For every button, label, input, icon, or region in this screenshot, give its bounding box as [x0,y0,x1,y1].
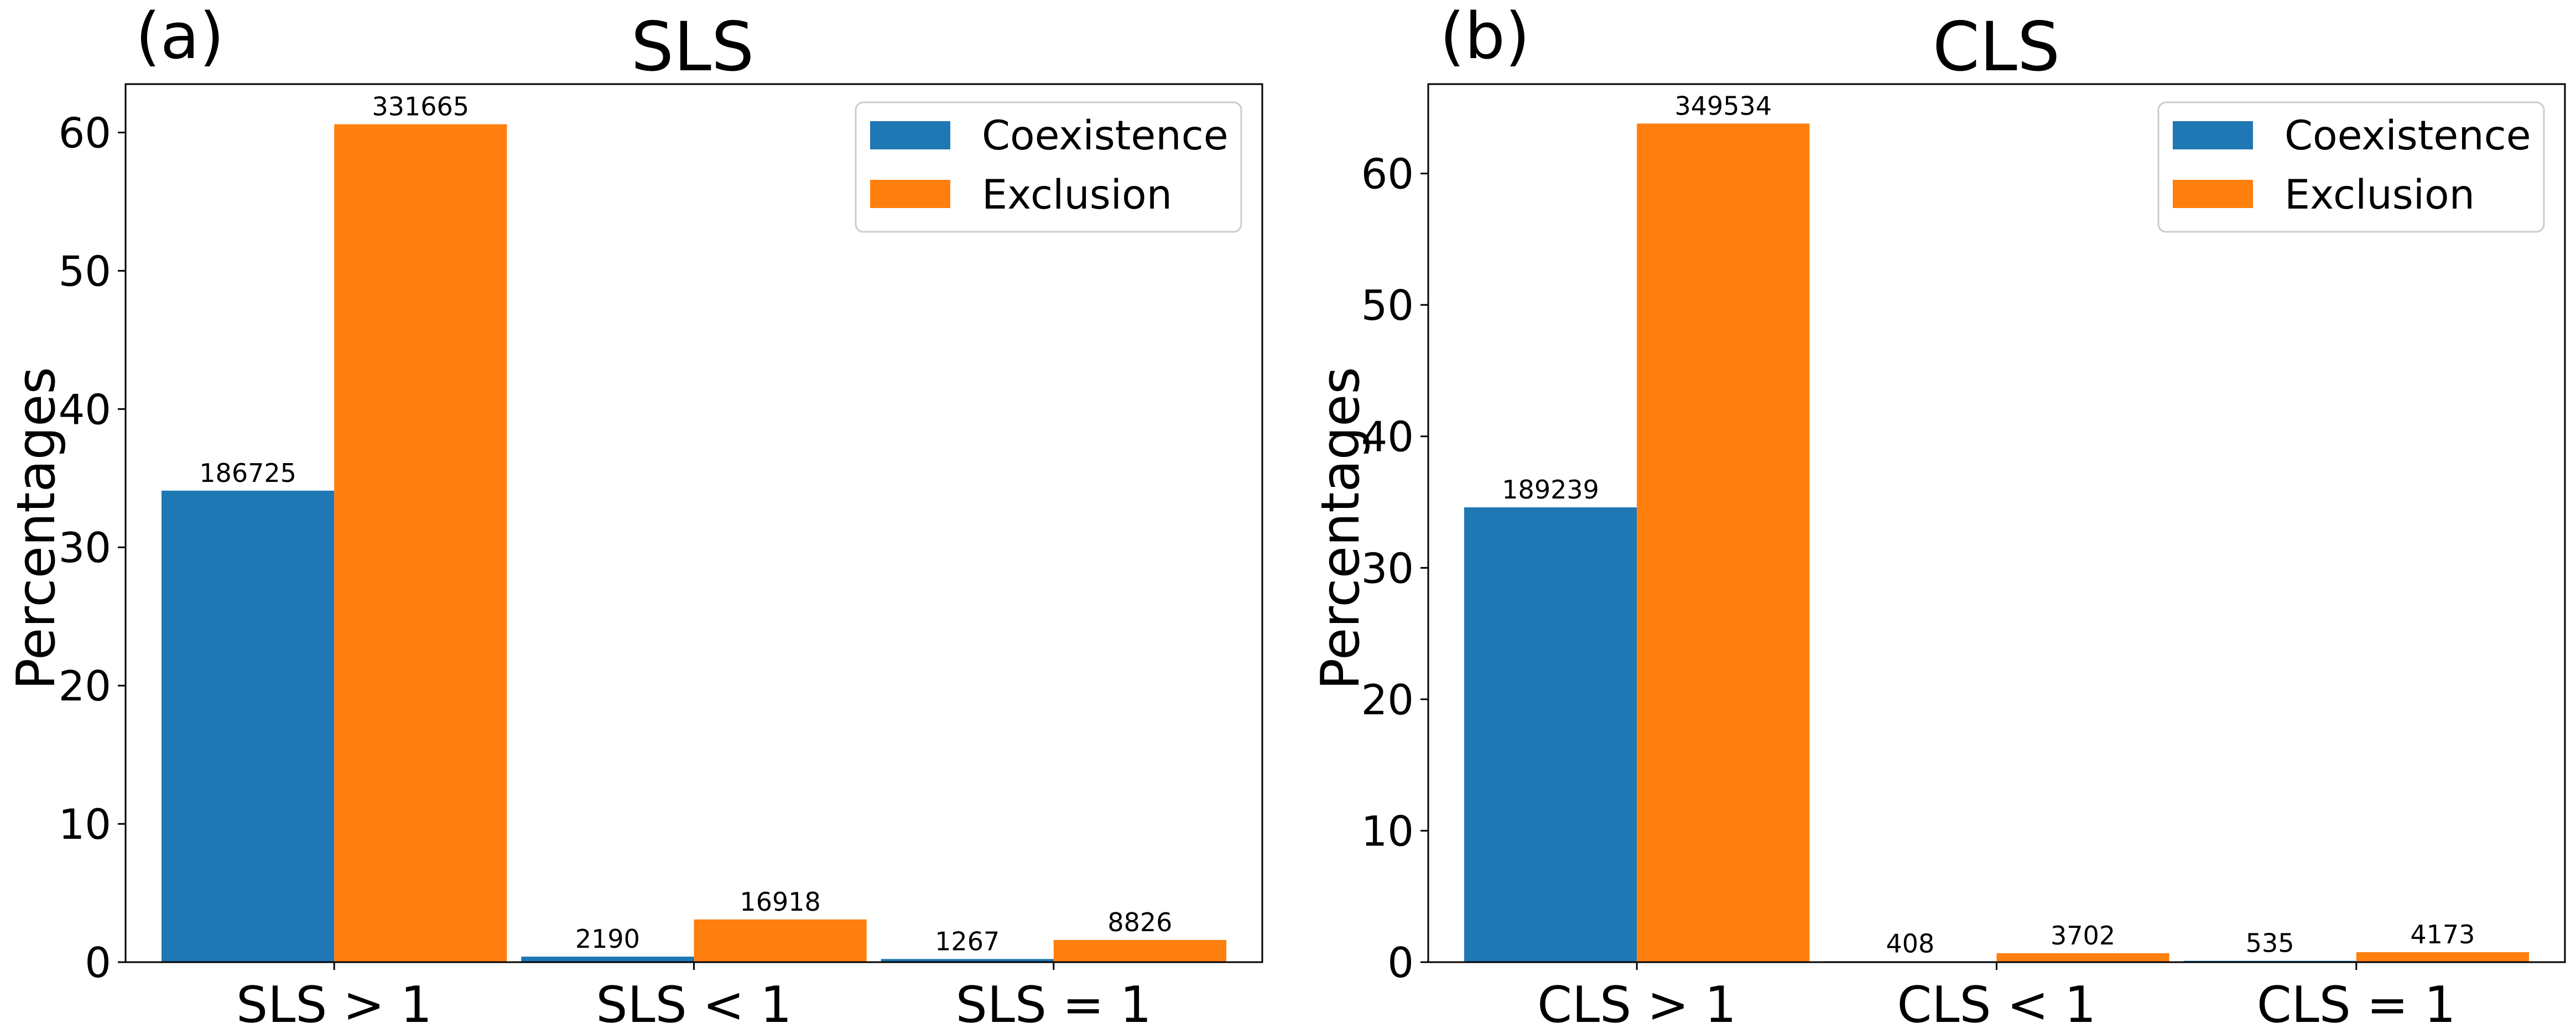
chart-title: SLS [631,8,754,86]
bar-coexistence-2 [881,959,1054,962]
y-tick-label: 50 [59,247,111,295]
bar-exclusion-1 [1996,953,2169,962]
panel-label: (b) [1440,0,1530,74]
x-tick-label: CLS > 1 [1537,976,1736,1028]
y-tick-label: 40 [59,385,111,434]
bar-value-label: 1267 [935,926,1000,956]
legend-box [2157,101,2545,233]
bar-coexistence-0 [162,490,335,962]
legend-label-coexistence: Coexistence [982,112,1229,159]
x-tick-label: SLS > 1 [236,976,432,1028]
y-ticks: 0 10 20 30 40 50 60 [59,109,126,987]
chart-title: CLS [1933,8,2060,86]
y-axis-label: Percentages [1310,367,1371,690]
bar-value-label: 535 [2246,928,2294,958]
legend: Coexistence Exclusion [855,101,1242,233]
y-tick-label: 60 [59,109,111,158]
y-tick-label: 60 [1361,150,1414,199]
bar-value-label: 408 [1886,928,1934,958]
legend-swatch-exclusion [870,180,950,208]
bar-value-label: 16918 [740,887,820,917]
legend-swatch-exclusion [2173,180,2253,208]
legend-label-exclusion: Exclusion [2284,172,2475,219]
y-tick-label: 20 [59,662,111,710]
y-tick-label: 10 [59,800,111,849]
bar-value-label: 2190 [575,924,640,954]
panel-label: (a) [136,0,224,74]
bar-exclusion-2 [2356,952,2529,962]
legend: Coexistence Exclusion [2157,101,2545,233]
bar-exclusion-2 [1053,939,1226,962]
y-tick-label: 20 [1361,676,1414,724]
chart-panel-sls: (a) SLS Percentages 186725 331665 2190 1691… [6,0,1263,1028]
bars [162,124,1226,962]
bar-value-label: 4173 [2410,920,2475,949]
y-tick-label: 10 [1361,807,1414,855]
bar-labels: 186725 331665 2190 16918 1267 8826 [199,92,1172,957]
y-tick-label: 40 [1361,413,1414,461]
bar-value-label: 331665 [372,92,469,122]
y-tick-label: 30 [1361,544,1414,593]
y-tick-label: 50 [1361,281,1414,330]
bar-coexistence-0 [1464,507,1637,962]
legend-swatch-coexistence [870,121,950,149]
y-ticks: 0 10 20 30 40 50 60 [1361,150,1428,987]
bar-exclusion-0 [1637,123,1810,962]
legend-label-exclusion: Exclusion [982,172,1172,219]
bar-exclusion-0 [334,124,507,962]
x-ticks: SLS > 1 SLS < 1 SLS = 1 [236,962,1152,1028]
y-tick-label: 0 [85,938,111,987]
legend-box [855,101,1242,233]
y-axis-label: Percentages [6,367,67,690]
legend-label-coexistence: Coexistence [2284,112,2531,159]
x-ticks: CLS > 1 CLS < 1 CLS = 1 [1537,962,2456,1028]
x-tick-label: CLS < 1 [1897,976,2096,1028]
bar-value-label: 8826 [1107,907,1172,937]
bar-value-label: 3702 [2051,921,2115,951]
bar-value-label: 349534 [1674,91,1772,121]
bar-coexistence-1 [521,957,694,962]
chart-panel-cls: (b) CLS Percentages 189239 349534 408 3702 5… [1310,0,2566,1028]
bar-value-label: 186725 [199,458,296,488]
bar-labels: 189239 349534 408 3702 535 4173 [1502,91,2475,958]
x-tick-label: CLS = 1 [2257,976,2456,1028]
legend-swatch-coexistence [2173,121,2253,149]
y-tick-label: 0 [1387,938,1414,987]
x-tick-label: SLS < 1 [596,976,792,1028]
y-tick-label: 30 [59,523,111,572]
x-tick-label: SLS = 1 [956,976,1152,1028]
bar-exclusion-1 [694,919,867,962]
bar-value-label: 189239 [1502,475,1599,505]
bars [1464,123,2529,962]
